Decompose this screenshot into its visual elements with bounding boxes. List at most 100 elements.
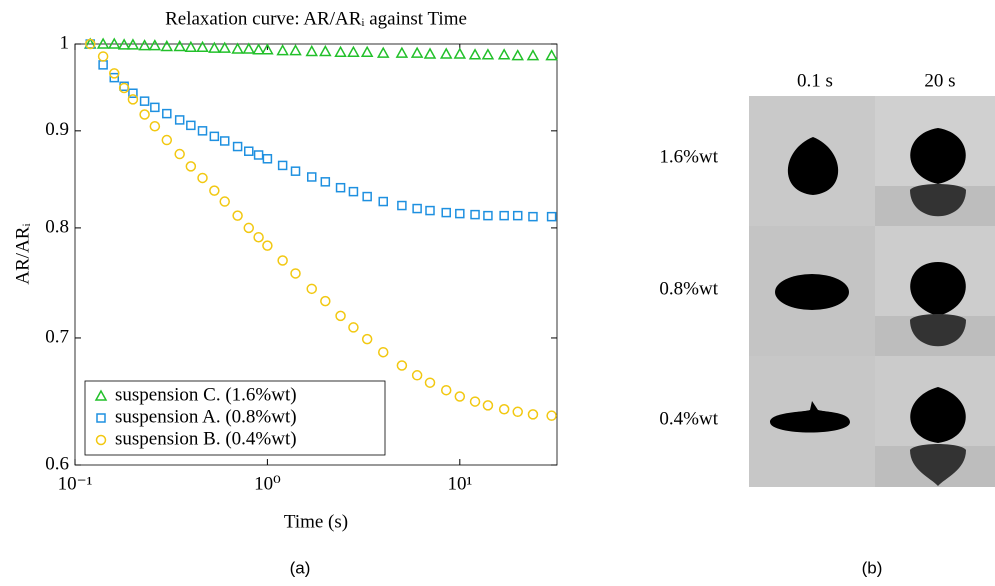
legend-box	[84, 380, 386, 456]
legend-marker	[96, 413, 106, 423]
marker	[453, 47, 467, 59]
marker	[262, 154, 273, 164]
marker	[242, 42, 256, 54]
marker	[186, 120, 196, 131]
marker	[289, 44, 302, 56]
marker	[243, 222, 255, 234]
legend-marker	[94, 389, 108, 401]
marker	[526, 49, 540, 61]
marker	[173, 39, 186, 52]
marker	[208, 41, 221, 53]
marker	[527, 409, 539, 420]
marker	[395, 46, 409, 58]
marker	[174, 148, 185, 160]
marker	[481, 48, 495, 60]
marker	[139, 96, 150, 106]
x-tick-label: 10⁻¹	[58, 473, 93, 494]
drop	[787, 137, 839, 195]
marker	[138, 39, 151, 51]
marker	[545, 49, 558, 61]
marker	[335, 182, 346, 193]
marker	[334, 45, 347, 58]
marker	[362, 191, 372, 202]
marker	[219, 136, 230, 146]
marker	[498, 403, 510, 415]
drop	[910, 128, 966, 184]
column-label: 0.1 s	[797, 70, 833, 91]
marker	[396, 360, 408, 371]
drop	[910, 387, 966, 443]
marker	[174, 115, 185, 125]
caption: (b)	[862, 558, 883, 577]
marker	[528, 211, 538, 222]
marker	[117, 38, 131, 50]
drop	[775, 274, 849, 310]
marker	[209, 131, 220, 142]
marker	[348, 322, 359, 333]
marker	[439, 47, 453, 59]
legend-label: suspension A. (0.8%wt)	[115, 406, 297, 427]
marker	[231, 42, 244, 54]
row-label: 1.6%wt	[659, 146, 718, 167]
marker	[253, 150, 264, 160]
marker	[361, 333, 373, 345]
marker	[306, 283, 317, 295]
marker	[161, 134, 173, 146]
marker	[546, 211, 557, 222]
marker	[276, 44, 289, 56]
marker	[469, 396, 481, 407]
marker	[423, 47, 437, 59]
marker	[197, 126, 208, 136]
plot-frame	[74, 43, 558, 466]
marker	[347, 45, 360, 58]
marker	[546, 410, 557, 421]
y-axis-label: AR/ARᵢ	[12, 223, 33, 284]
marker	[511, 49, 525, 61]
marker	[305, 44, 319, 57]
marker	[109, 72, 120, 83]
marker	[455, 208, 465, 219]
marker	[376, 46, 390, 58]
chart-title: Relaxation curve: AR/ARᵢ against Time	[165, 8, 467, 29]
marker	[425, 205, 435, 216]
marker	[470, 209, 480, 220]
marker	[232, 210, 243, 221]
marker	[232, 141, 243, 152]
marker	[512, 406, 523, 418]
marker	[127, 94, 139, 105]
marker	[98, 60, 108, 70]
marker	[290, 166, 301, 176]
marker	[209, 185, 220, 196]
marker	[499, 210, 509, 221]
marker	[483, 210, 493, 221]
x-axis-label: Time (s)	[284, 511, 348, 532]
y-tick-label: 0.8	[45, 216, 69, 237]
drop-reflection	[910, 184, 966, 217]
marker	[128, 88, 138, 98]
marker	[107, 37, 121, 49]
y-tick-label: 1	[60, 32, 70, 53]
marker	[411, 370, 423, 381]
marker	[320, 177, 331, 187]
marker	[261, 43, 274, 55]
y-tick-label: 0.7	[45, 326, 69, 347]
y-tick-label: 0.9	[45, 119, 69, 140]
marker	[335, 310, 346, 322]
marker	[360, 45, 374, 58]
marker	[185, 161, 197, 172]
marker	[497, 48, 511, 60]
marker	[512, 210, 523, 221]
marker	[109, 68, 120, 79]
marker	[424, 377, 436, 388]
photo-grid	[749, 96, 995, 487]
marker	[277, 160, 288, 171]
marker	[440, 384, 452, 396]
legend-marker	[95, 434, 107, 446]
marker	[378, 196, 388, 207]
marker	[319, 44, 332, 57]
x-tick-label: 10¹	[447, 473, 472, 494]
column-label: 20 s	[924, 70, 955, 91]
marker	[377, 346, 389, 358]
row-label: 0.4%wt	[659, 408, 718, 429]
marker	[252, 43, 265, 55]
